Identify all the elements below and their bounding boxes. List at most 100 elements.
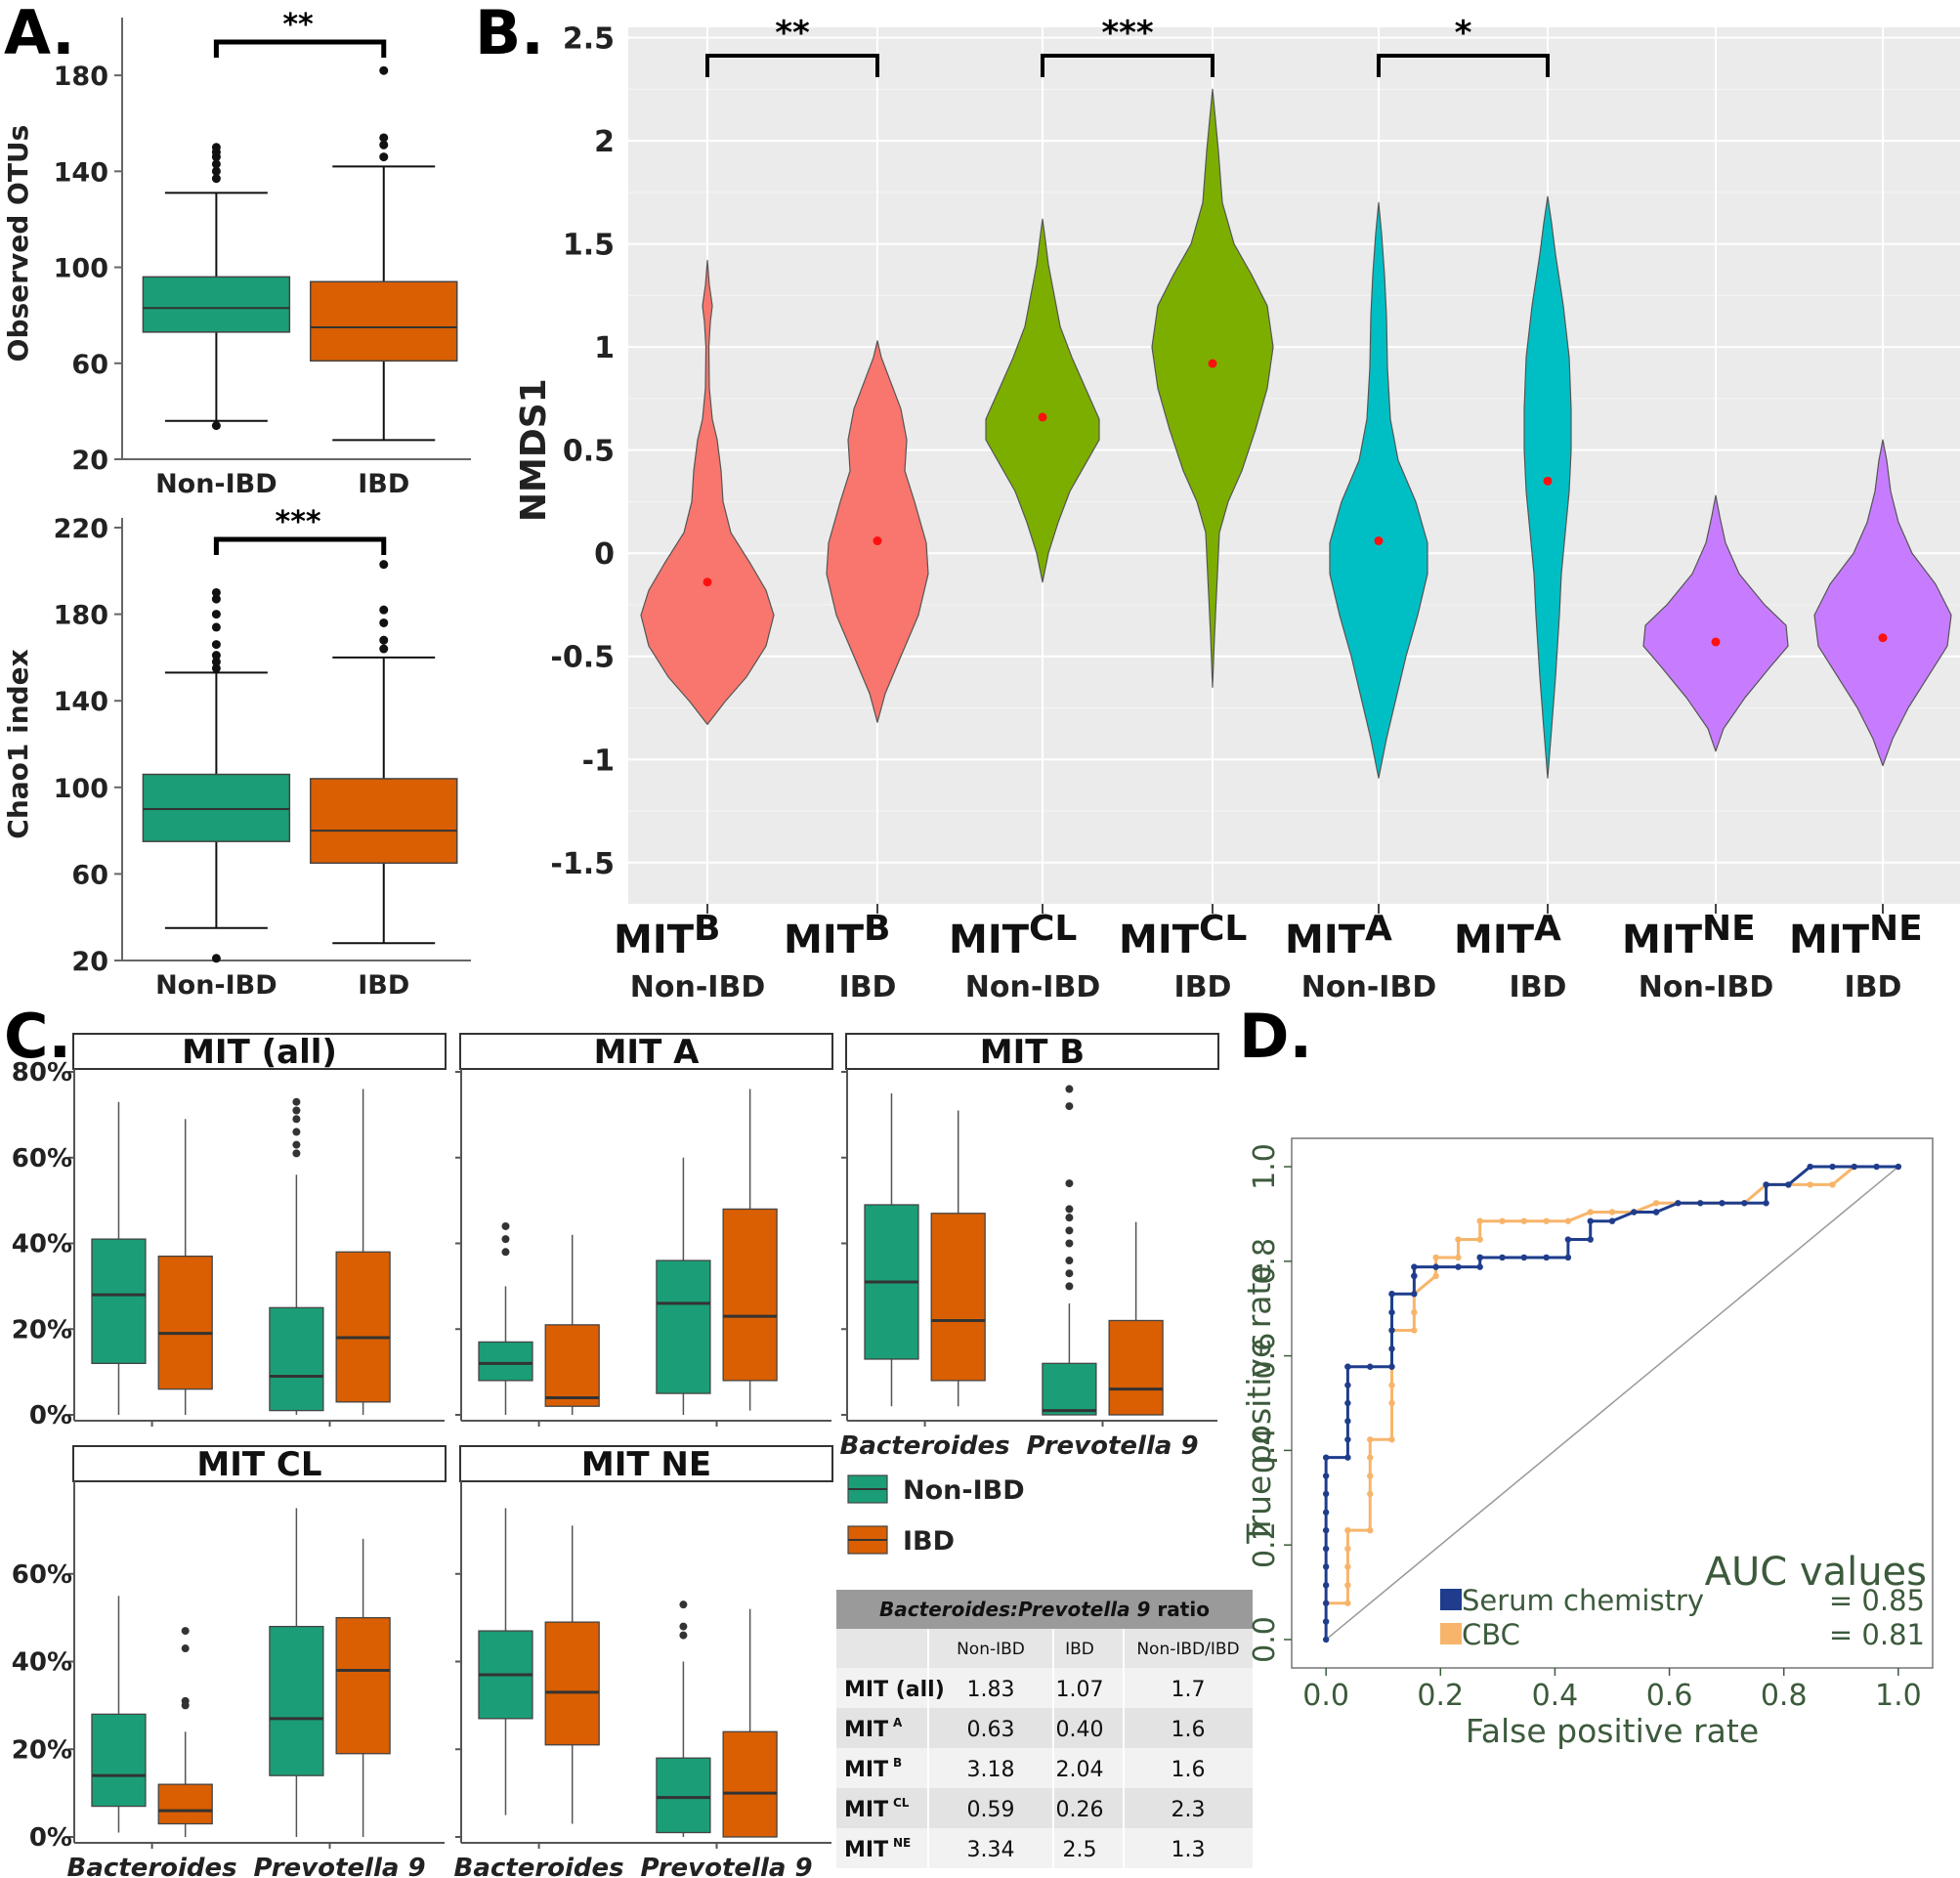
outlier-point <box>379 140 389 149</box>
y-tick-label: 60 <box>71 860 108 890</box>
y-tick-label: 0.2 <box>1248 1521 1282 1568</box>
x-label-mit: MIT <box>1285 918 1366 962</box>
roc-point <box>1543 1217 1550 1224</box>
roc-point <box>1367 1454 1374 1461</box>
y-tick-label: 20% <box>12 1735 72 1765</box>
outlier-point <box>379 152 389 162</box>
box <box>157 1783 213 1825</box>
x-tick-label: 0.6 <box>1646 1679 1693 1713</box>
y-tick-label: 180 <box>54 601 108 631</box>
table-cell: 2.5 <box>1063 1838 1097 1862</box>
roc-point <box>1322 1454 1330 1461</box>
roc-point <box>1873 1163 1880 1171</box>
table-title-part: : <box>1010 1598 1018 1621</box>
outlier-point <box>379 618 389 627</box>
table-row <box>836 1708 1253 1748</box>
roc-point <box>1411 1272 1418 1280</box>
outlier-point <box>181 1627 190 1636</box>
outlier-point <box>292 1140 301 1149</box>
violin-mitne-non-ibd <box>1642 494 1789 752</box>
outlier-point <box>1065 1239 1074 1248</box>
facet-strip <box>845 1033 1219 1070</box>
panel-label-a: A. <box>4 0 75 68</box>
x-label-status: Non-IBD <box>1301 970 1436 1004</box>
x-label-status: IBD <box>1174 970 1232 1004</box>
violin-mita-ibd <box>1523 195 1572 779</box>
table-row <box>836 1828 1253 1868</box>
outlier-point <box>1065 1257 1074 1265</box>
roc-point <box>1367 1490 1374 1498</box>
roc-point <box>1344 1418 1351 1425</box>
box <box>478 1341 533 1382</box>
table-row-label: MIT (all) <box>844 1678 945 1702</box>
significance-stars: ** <box>282 8 314 42</box>
significance-stars: ** <box>775 14 810 53</box>
panel-label-d: D. <box>1239 1001 1312 1072</box>
table-header-row <box>836 1629 1253 1668</box>
facet-strip <box>459 1445 833 1482</box>
roc-line-serum-chemistry <box>1324 1165 1898 1640</box>
roc-point <box>1476 1236 1483 1243</box>
outlier-point <box>211 166 221 176</box>
roc-point <box>1411 1291 1418 1298</box>
x-label-mit: MIT <box>614 918 695 962</box>
roc-point <box>1608 1217 1616 1224</box>
outlier-point <box>501 1221 510 1230</box>
y-axis-title: Chao1 index <box>2 649 34 838</box>
x-label-superscript: B <box>694 909 720 949</box>
outlier-point <box>1065 1214 1074 1222</box>
x-category-label: Prevotella 9 <box>640 1854 812 1878</box>
x-label-superscript: CL <box>1199 909 1247 949</box>
roc-point <box>1322 1618 1330 1625</box>
x-label-mit: MIT <box>1119 918 1200 962</box>
roc-point <box>1432 1254 1439 1261</box>
x-category-label: Prevotella 9 <box>253 1854 425 1878</box>
y-tick-label: 100 <box>54 254 108 284</box>
y-axis-title: NMDS1 <box>514 378 554 522</box>
roc-point <box>1499 1217 1506 1224</box>
roc-point <box>1455 1254 1462 1261</box>
table-column-header: Non-IBD <box>957 1640 1025 1659</box>
x-label-superscript: CL <box>1029 909 1077 949</box>
x-label-status: Non-IBD <box>965 970 1100 1004</box>
outlier-point <box>1065 1282 1074 1291</box>
legend-swatch <box>1440 1623 1462 1644</box>
roc-point <box>1388 1436 1395 1443</box>
roc-point <box>1652 1209 1660 1216</box>
table-row-superscript: NE <box>893 1836 911 1850</box>
roc-point <box>1411 1327 1418 1334</box>
roc-point <box>1344 1563 1351 1570</box>
outlier-point <box>379 605 389 615</box>
outlier-point <box>211 594 221 604</box>
y-tick-label: 80% <box>12 1058 72 1088</box>
violin-mitcl-ibd <box>1151 88 1274 688</box>
table-row <box>836 1748 1253 1788</box>
panel-c-ratio-table: Bacteroides:Prevotella 9 ratio Non-IBD IBD… <box>836 1590 1253 1868</box>
roc-point <box>1322 1636 1330 1643</box>
roc-point <box>1675 1200 1682 1207</box>
outlier-point <box>211 622 221 632</box>
table-row <box>836 1668 1253 1708</box>
auc-title: AUC values <box>1705 1550 1927 1595</box>
y-tick-label: 140 <box>54 157 108 188</box>
table-cell: 1.7 <box>1172 1678 1206 1702</box>
roc-point <box>1719 1200 1726 1207</box>
x-label-status: IBD <box>839 970 897 1004</box>
table-column-header: Non-IBD/IBD <box>1136 1640 1239 1659</box>
roc-point <box>1322 1490 1330 1498</box>
x-tick-label: 0.0 <box>1302 1679 1349 1713</box>
y-tick-label: 1.5 <box>563 229 615 263</box>
x-tick-label: 1.0 <box>1875 1679 1922 1713</box>
table-cell: 2.3 <box>1172 1798 1206 1822</box>
y-tick-label: 0 <box>594 537 615 572</box>
table-cell: 1.6 <box>1172 1758 1206 1782</box>
facet-title: MIT CL <box>196 1445 321 1484</box>
violin-mita-non-ibd <box>1329 201 1428 779</box>
outlier-point <box>292 1106 301 1115</box>
table-row-label: MIT <box>844 1798 888 1822</box>
x-label-status: IBD <box>1510 970 1567 1004</box>
significance-bracket <box>705 54 879 77</box>
roc-point <box>1388 1327 1395 1334</box>
violin-mitb-ibd <box>826 340 929 723</box>
violin-mean-point <box>1543 476 1553 486</box>
